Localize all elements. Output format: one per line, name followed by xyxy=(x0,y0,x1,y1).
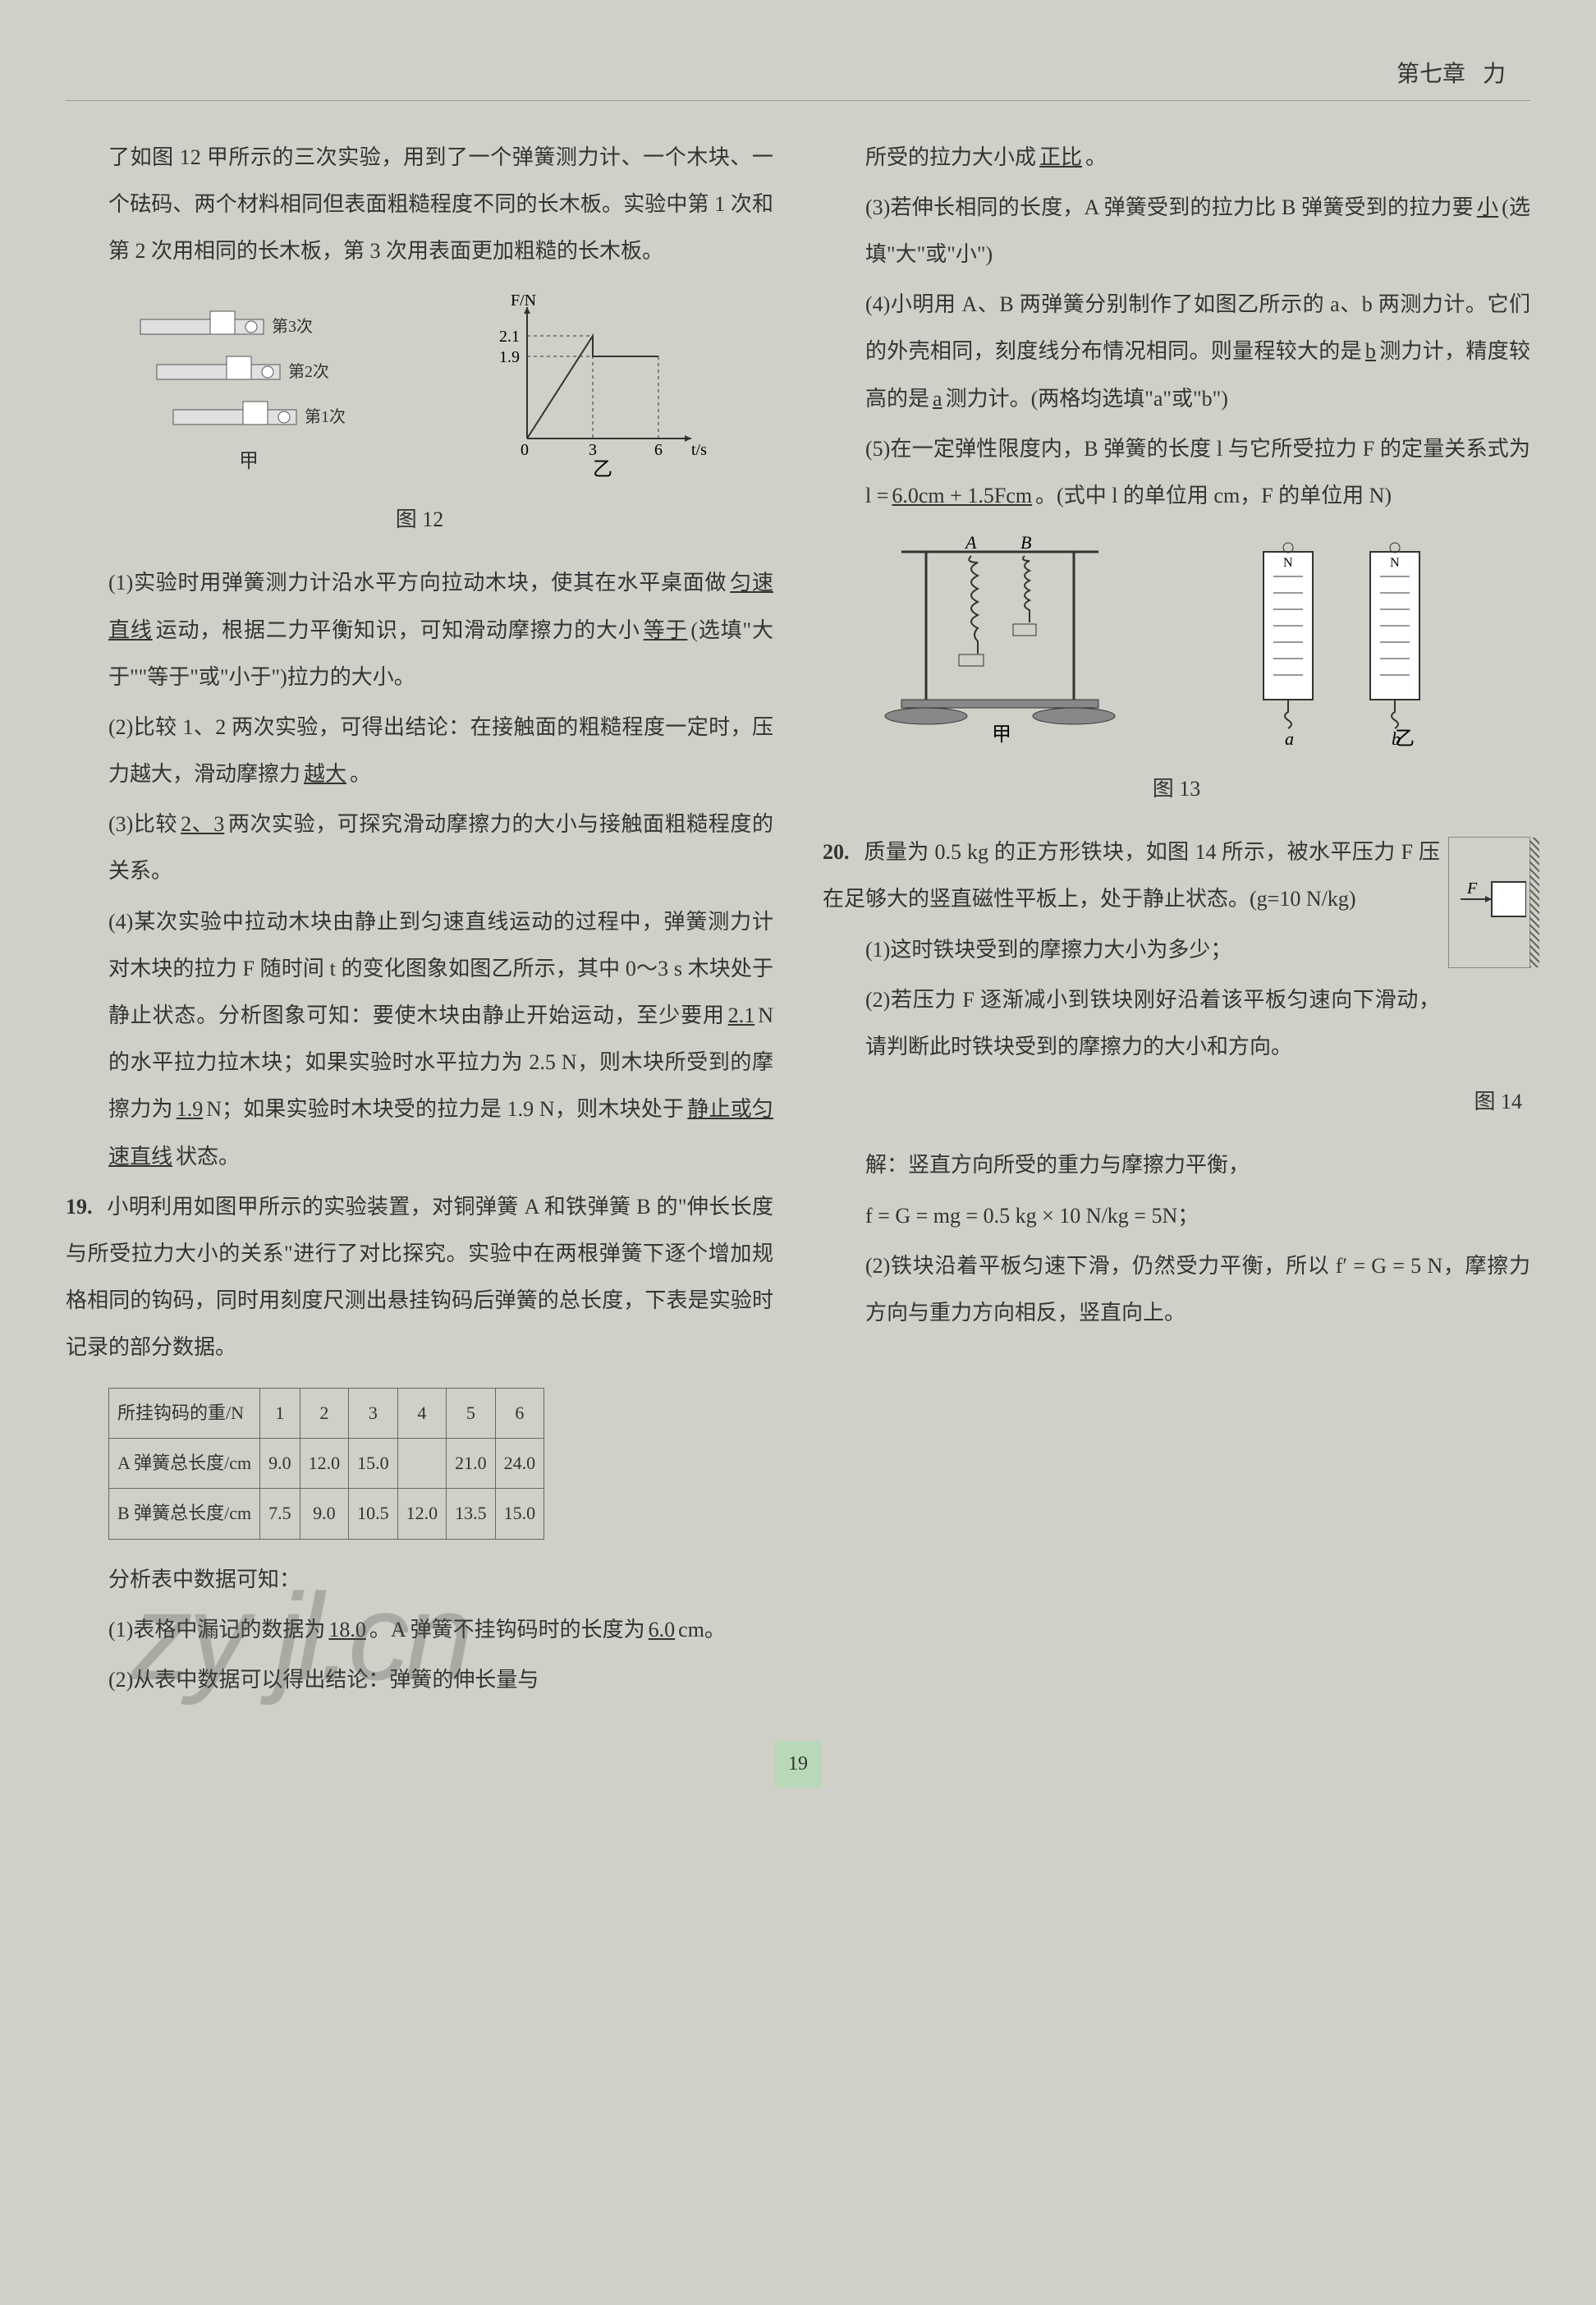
q19-3: (3)若伸长相同的长度，A 弹簧受到的拉力比 B 弹簧受到的拉力要小(选填"大"… xyxy=(823,184,1530,278)
page-number: 19 xyxy=(66,1739,1530,1788)
apparatus-diagram: 第3次 第2次 第1次 甲 xyxy=(124,291,370,480)
svg-text:a: a xyxy=(1285,728,1294,749)
force-time-graph: F/N t/s 2.1 1.9 0 3 6 乙 xyxy=(486,291,716,480)
svg-text:B: B xyxy=(1020,535,1031,553)
svg-text:3: 3 xyxy=(589,441,597,459)
spring-apparatus: A B 甲 xyxy=(877,535,1123,749)
right-column: 所受的拉力大小成正比。 (3)若伸长相同的长度，A 弹簧受到的拉力比 B 弹簧受… xyxy=(823,134,1530,1707)
q19-1: (1)表格中漏记的数据为18.0。A 弹簧不挂钩码时的长度为6.0cm。 xyxy=(66,1606,773,1653)
spring-data-table: 所挂钩码的重/N 1 2 3 4 5 6 A 弹簧总长度/cm 9.0 12.0… xyxy=(108,1388,544,1540)
svg-text:2.1: 2.1 xyxy=(499,328,520,346)
fig12-caption: 图 12 xyxy=(66,496,773,543)
left-column: 了如图 12 甲所示的三次实验，用到了一个弹簧测力计、一个木块、一个砝码、两个材… xyxy=(66,134,773,1707)
svg-text:t/s: t/s xyxy=(691,441,707,459)
solution-line3: (2)铁块沿着平板匀速下滑，仍然受力平衡，所以 f′ = G = 5 N，摩擦力… xyxy=(823,1242,1530,1336)
svg-text:N: N xyxy=(1390,556,1400,570)
svg-text:第2次: 第2次 xyxy=(288,362,329,381)
svg-text:6: 6 xyxy=(654,441,663,459)
figure-13: A B 甲 N xyxy=(823,535,1530,749)
q18-3: (3)比较2、3两次实验，可探究滑动摩擦力的大小与接触面粗糙程度的关系。 xyxy=(66,801,773,894)
svg-text:甲: 甲 xyxy=(992,724,1011,746)
svg-text:甲: 甲 xyxy=(239,451,259,472)
svg-text:乙: 乙 xyxy=(1395,728,1415,749)
figure-12: 第3次 第2次 第1次 甲 xyxy=(66,291,773,480)
svg-text:1.9: 1.9 xyxy=(499,348,520,366)
solution-line1: 解：竖直方向所受的重力与摩擦力平衡， xyxy=(823,1141,1530,1188)
svg-text:F: F xyxy=(1466,879,1478,898)
svg-text:乙: 乙 xyxy=(593,459,612,480)
q19-2: (2)从表中数据可以得出结论：弹簧的伸长量与 xyxy=(66,1656,773,1703)
intro-text: 了如图 12 甲所示的三次实验，用到了一个弹簧测力计、一个木块、一个砝码、两个材… xyxy=(66,134,773,275)
svg-text:0: 0 xyxy=(521,441,529,459)
svg-text:第1次: 第1次 xyxy=(305,407,346,426)
analysis-text: 分析表中数据可知： xyxy=(66,1556,773,1603)
q20-block: F 20.质量为 0.5 kg 的正方形铁块，如图 14 所示，被水平压力 F … xyxy=(823,829,1530,1125)
topic-label: 力 xyxy=(1483,62,1506,87)
q19: 19.小明利用如图甲所示的实验装置，对铜弹簧 A 和铁弹簧 B 的"伸长长度与所… xyxy=(66,1183,773,1371)
fig13-caption: 图 13 xyxy=(823,765,1530,812)
svg-text:N: N xyxy=(1283,556,1293,570)
solution-line2: f = G = mg = 0.5 kg × 10 N/kg = 5N； xyxy=(823,1192,1530,1239)
svg-text:A: A xyxy=(964,535,977,553)
q18-4: (4)某次实验中拉动木块由静止到匀速直线运动的过程中，弹簧测力计对木块的拉力 F… xyxy=(66,898,773,1180)
svg-text:F/N: F/N xyxy=(511,292,536,310)
q18-2: (2)比较 1、2 两次实验，可得出结论：在接触面的粗糙程度一定时，压力越大，滑… xyxy=(66,704,773,797)
figure-14: F xyxy=(1448,837,1530,968)
q19-4: (4)小明用 A、B 两弹簧分别制作了如图乙所示的 a、b 两测力计。它们的外壳… xyxy=(823,281,1530,422)
fig14-caption: 图 14 xyxy=(823,1078,1522,1125)
q19-5: (5)在一定弹性限度内，B 弹簧的长度 l 与它所受拉力 F 的定量关系式为 l… xyxy=(823,425,1530,519)
chapter-label: 第七章 xyxy=(1396,62,1465,87)
scale-devices: N a N xyxy=(1231,535,1477,749)
svg-text:第3次: 第3次 xyxy=(272,317,313,336)
q18-1: (1)实验时用弹簧测力计沿水平方向拉动木块，使其在水平桌面做匀速直线运动，根据二… xyxy=(66,559,773,700)
q19-2-cont: 所受的拉力大小成正比。 xyxy=(823,134,1530,181)
